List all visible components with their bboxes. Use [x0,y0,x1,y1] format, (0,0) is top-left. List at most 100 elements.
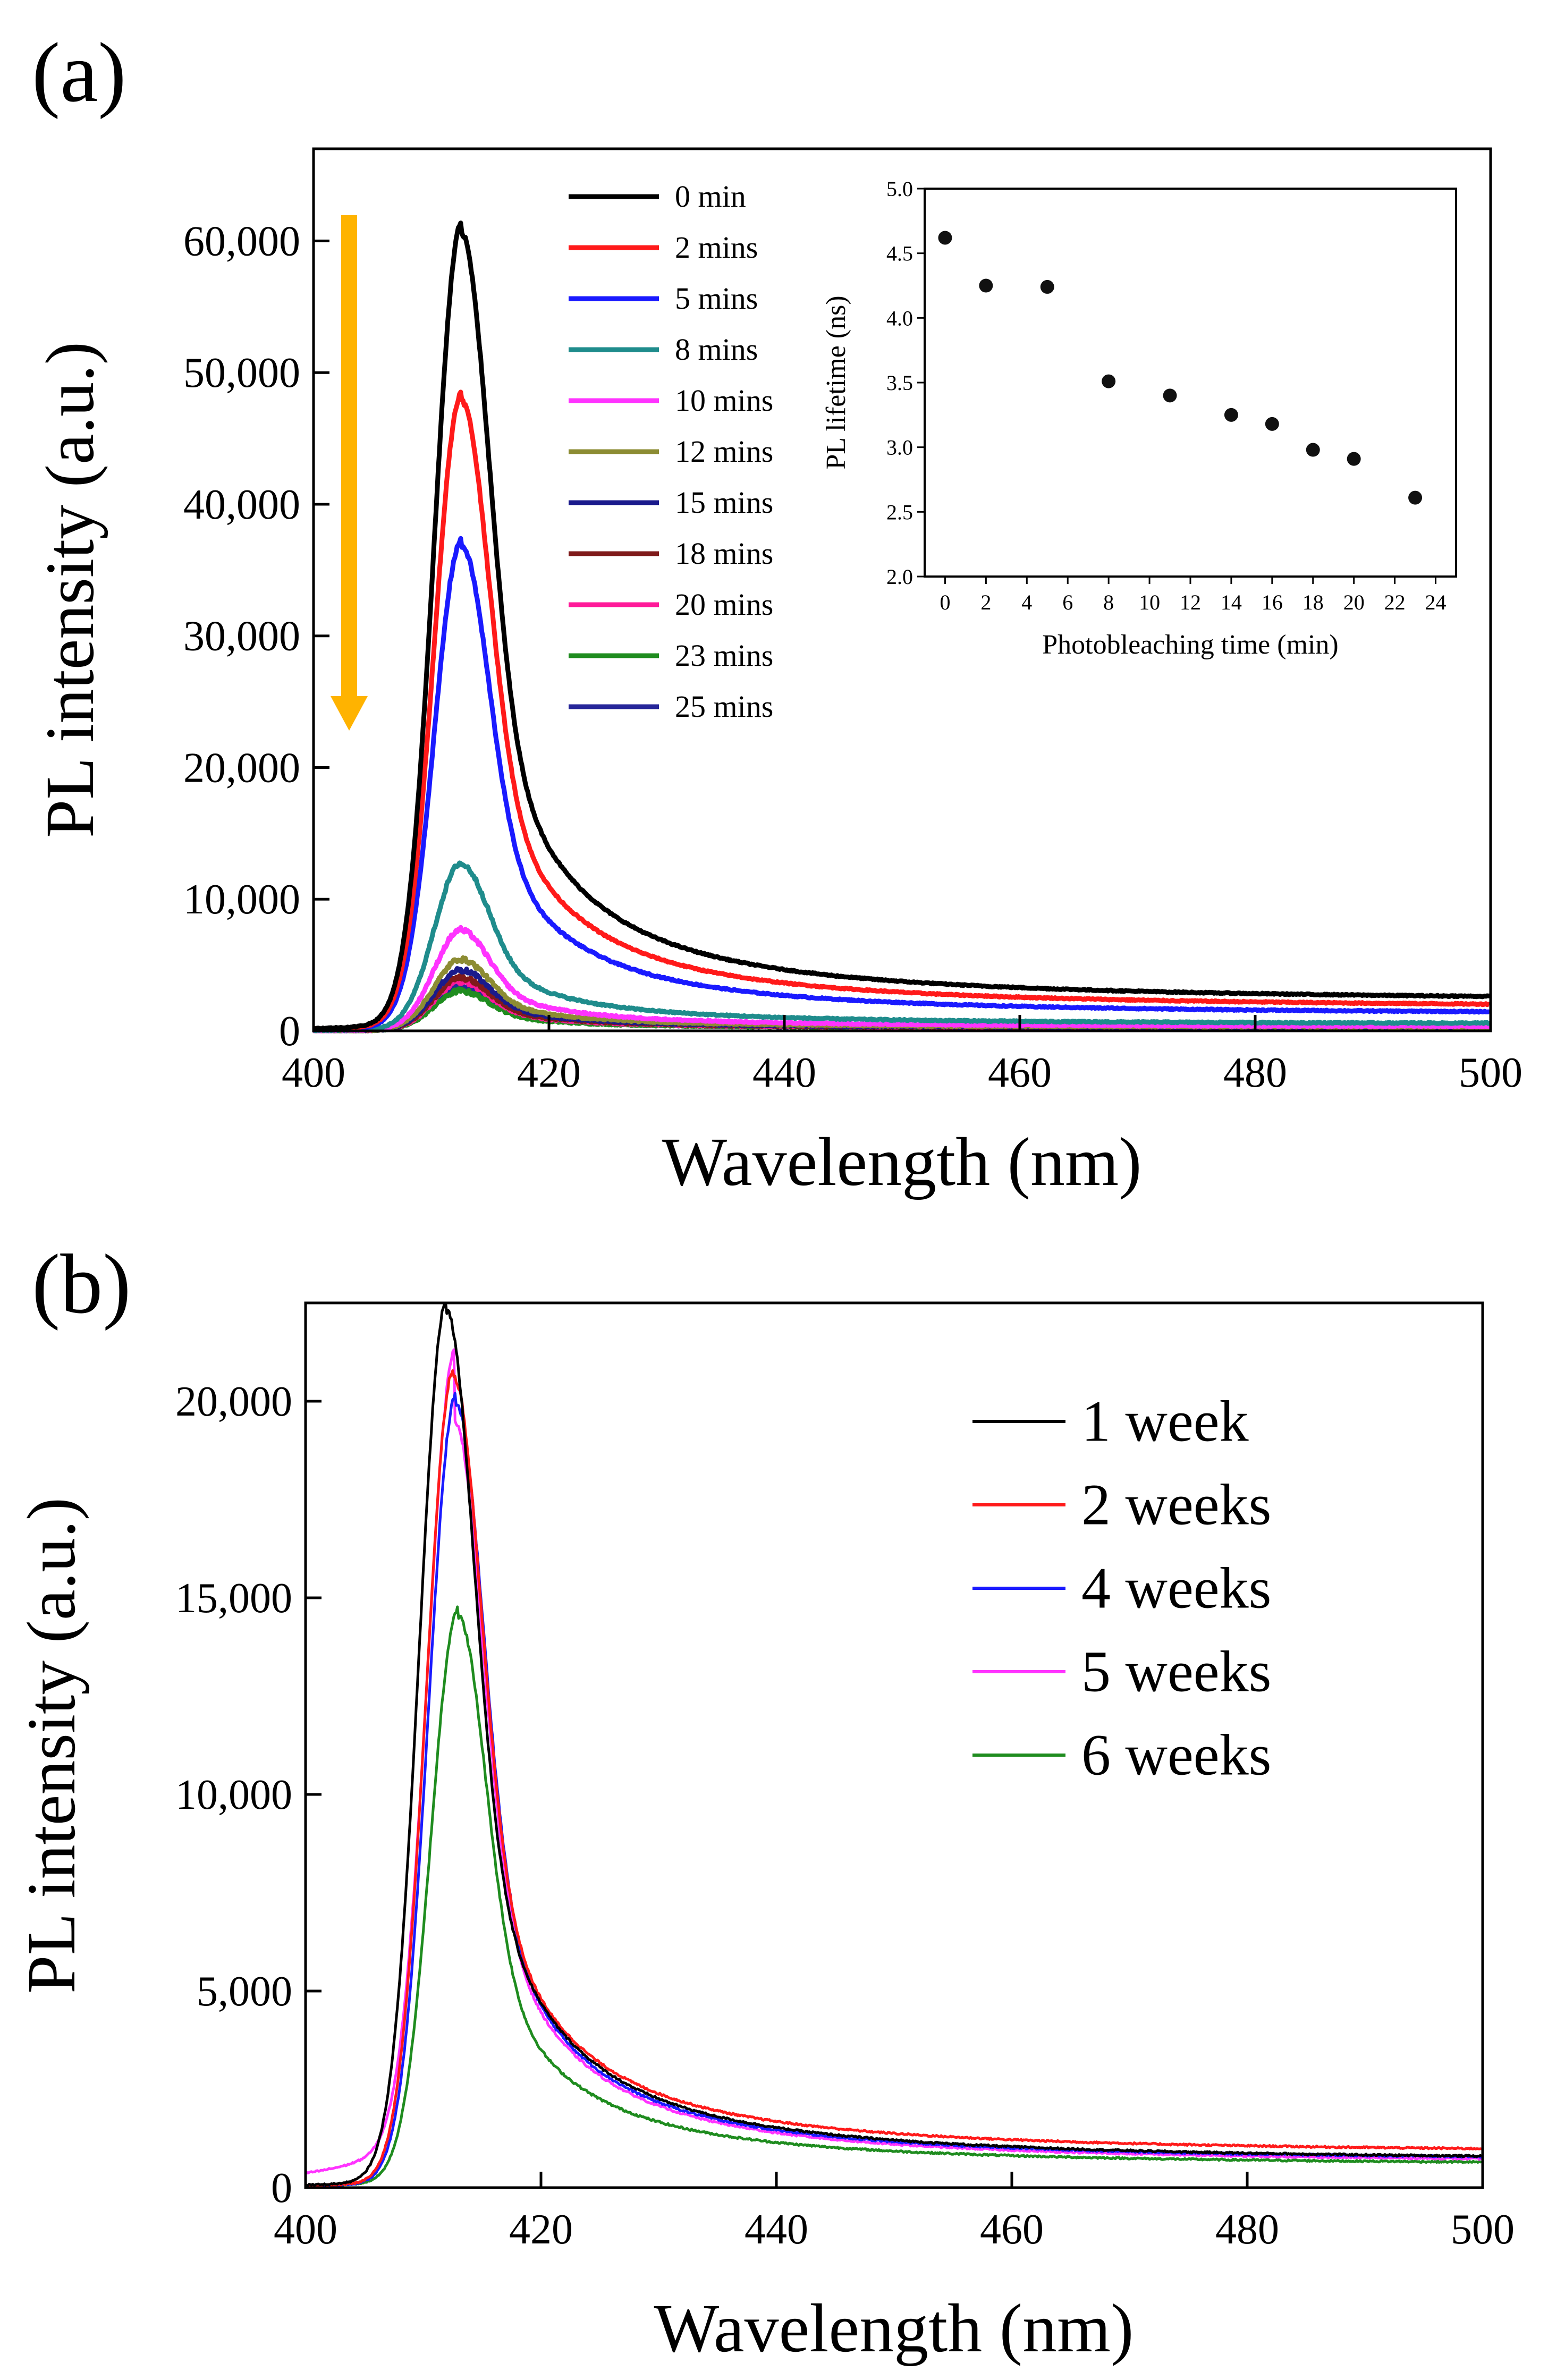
panel-b-label: (b) [32,1236,131,1331]
x-tick-label: 480 [1223,1049,1287,1096]
x-tick-label: 420 [509,2206,573,2253]
panel-a-frame [312,147,1492,1032]
x-tick-label: 480 [1215,2206,1279,2253]
inset-x-tick-label: 10 [1139,590,1160,614]
inset-x-tick-label: 18 [1302,590,1324,614]
inset-x-tick-label: 8 [1103,590,1114,614]
y-tick-label: 10,000 [175,1772,292,1818]
y-tick-label: 30,000 [183,613,300,660]
inset-chart: 0 2 4 6 8 10 12 14 16 18 20 22 24 2.02.53.03.54.04.5… [821,177,1457,660]
x-tick-label: 440 [752,1049,816,1096]
y-tick-label: 10,000 [183,876,300,923]
inset-y-tick-label: 2.5 [886,500,913,524]
x-tick-label: 460 [980,2206,1044,2253]
panel-a-chart: 400 420 440 460 480 500 010,00020,00030,00040… [32,147,1522,1200]
inset-x-tick-label: 24 [1425,590,1447,614]
inset-x-tick-label: 4 [1021,590,1032,614]
panel-a-legend: 0 min 2 mins 5 mins 8 mins 10 mins 12 mins 15 … [569,179,773,724]
legend-label: 6 weeks [1081,1722,1271,1787]
legend-label: 0 min [675,179,746,214]
panel-b-chart: 400 420 440 460 480 500 0 5,000 10,000 15,000 20,… [13,1301,1515,2367]
decrease-arrow-icon [331,215,368,731]
series-line-10-mins [312,925,1491,1034]
y-tick-label: 0 [279,1008,300,1055]
inset-data-point [1102,374,1116,388]
inset-x-tick-label: 16 [1262,590,1283,614]
legend-label: 20 mins [675,587,773,622]
panel-b-ylabel: PL intensity (a.u.) [13,1497,90,1994]
inset-y-tick-label: 3.5 [886,371,913,395]
legend-label: 5 mins [675,281,758,316]
y-tick-label: 60,000 [183,218,300,265]
inset-x-tick-label: 14 [1221,590,1242,614]
y-tick-label: 5,000 [197,1968,292,2015]
legend-label: 4 weeks [1081,1555,1271,1620]
panel-a-xlabel: Wavelength (nm) [662,1124,1142,1200]
series-line-0-min [312,221,1491,1031]
x-tick-label: 500 [1459,1049,1522,1096]
legend-label: 15 mins [675,485,773,520]
panel-a-label: (a) [32,25,126,120]
panel-a-ylabel: PL intensity (a.u.) [32,342,108,838]
panel-b-series-group [304,1301,1483,2188]
legend-label: 10 mins [675,383,773,418]
inset-data-point [938,231,952,245]
y-tick-label: 50,000 [183,350,300,396]
inset-data-point [1306,443,1320,457]
legend-label: 18 mins [675,536,773,571]
y-tick-label: 40,000 [183,481,300,528]
x-tick-label: 400 [282,1049,345,1096]
legend-label: 12 mins [675,434,773,469]
inset-y-tick-label: 4.0 [886,306,913,330]
series-line-6-weeks [304,1605,1482,2188]
legend-label: 2 mins [675,230,758,265]
inset-x-tick-label: 6 [1062,590,1073,614]
inset-x-tick-label: 12 [1180,590,1201,614]
y-tick-label: 20,000 [175,1378,292,1425]
inset-x-tick-label: 20 [1343,590,1365,614]
inset-data-point [1265,417,1279,431]
inset-x-tick-label: 22 [1384,590,1406,614]
inset-data-point [979,278,993,293]
inset-data-point [1408,490,1423,505]
x-tick-label: 420 [517,1049,581,1096]
legend-label: 5 weeks [1081,1639,1271,1704]
inset-y-tick-label: 3.0 [886,436,913,460]
inset-frame [924,188,1457,578]
series-line-2-mins [312,389,1491,1032]
y-tick-label: 20,000 [183,744,300,791]
legend-label: 25 mins [675,689,773,724]
inset-ylabel: PL lifetime (ns) [821,295,851,469]
inset-data-point [1224,408,1238,422]
panel-a-series-group [312,221,1491,1034]
x-tick-label: 400 [274,2206,337,2253]
legend-label: 8 mins [675,332,758,367]
inset-x-tick-label: 0 [940,590,950,614]
y-tick-label: 15,000 [175,1575,292,1622]
inset-y-tick-label: 4.5 [886,242,913,266]
x-tick-label: 460 [988,1049,1052,1096]
series-line-2-weeks [305,1369,1482,2188]
y-tick-label: 0 [271,2165,292,2212]
series-line-5-mins [312,536,1491,1032]
inset-y-tick-label: 2.0 [886,565,913,589]
series-line-8-mins [312,860,1491,1034]
series-line-5-weeks [305,1348,1483,2175]
inset-data-point [1347,452,1361,466]
inset-data-point [1163,388,1177,403]
legend-label: 1 week [1081,1388,1249,1453]
panel-b-legend: 1 week 2 weeks 4 weeks 5 weeks 6 weeks [972,1388,1271,1787]
inset-x-tick-label: 2 [980,590,991,614]
panel-b-xlabel: Wavelength (nm) [654,2290,1134,2367]
panel-b-frame [304,1301,1484,2189]
legend-label: 23 mins [675,638,773,673]
legend-label: 2 weeks [1081,1472,1271,1537]
x-tick-label: 440 [745,2206,808,2253]
inset-data-point [1040,279,1054,294]
x-tick-label: 500 [1451,2206,1515,2253]
series-line-1-week [305,1301,1483,2187]
series-line-4-weeks [304,1392,1483,2188]
inset-y-tick-label: 5.0 [886,177,913,201]
inset-xlabel: Photobleaching time (min) [1042,630,1338,660]
